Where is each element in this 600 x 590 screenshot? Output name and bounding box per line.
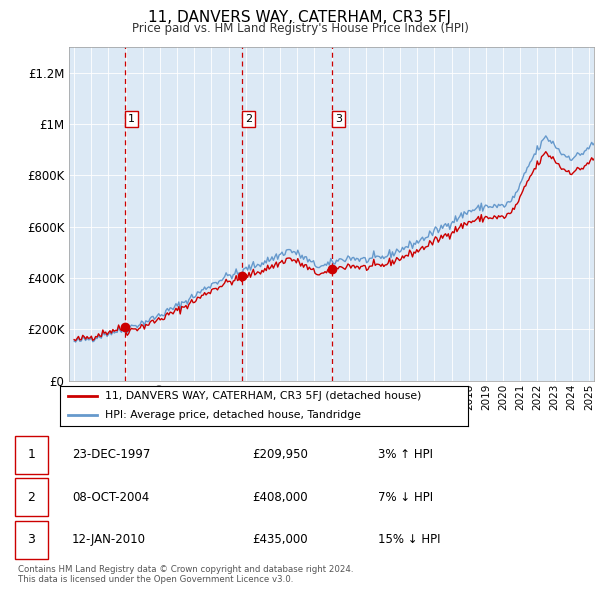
Text: 1: 1 — [28, 448, 35, 461]
Text: 7% ↓ HPI: 7% ↓ HPI — [378, 491, 433, 504]
Text: 3: 3 — [335, 114, 342, 124]
Text: 2: 2 — [245, 114, 252, 124]
Text: 3: 3 — [28, 533, 35, 546]
Text: 15% ↓ HPI: 15% ↓ HPI — [378, 533, 440, 546]
Text: 1: 1 — [128, 114, 135, 124]
Text: 3% ↑ HPI: 3% ↑ HPI — [378, 448, 433, 461]
Text: 08-OCT-2004: 08-OCT-2004 — [72, 491, 149, 504]
Text: 11, DANVERS WAY, CATERHAM, CR3 5FJ (detached house): 11, DANVERS WAY, CATERHAM, CR3 5FJ (deta… — [105, 391, 421, 401]
Text: Contains HM Land Registry data © Crown copyright and database right 2024.
This d: Contains HM Land Registry data © Crown c… — [18, 565, 353, 584]
Text: £435,000: £435,000 — [252, 533, 308, 546]
Text: 11, DANVERS WAY, CATERHAM, CR3 5FJ: 11, DANVERS WAY, CATERHAM, CR3 5FJ — [149, 10, 452, 25]
Text: £209,950: £209,950 — [252, 448, 308, 461]
Text: £408,000: £408,000 — [252, 491, 308, 504]
Text: Price paid vs. HM Land Registry's House Price Index (HPI): Price paid vs. HM Land Registry's House … — [131, 22, 469, 35]
Text: HPI: Average price, detached house, Tandridge: HPI: Average price, detached house, Tand… — [105, 409, 361, 419]
Text: 12-JAN-2010: 12-JAN-2010 — [72, 533, 146, 546]
Text: 2: 2 — [28, 491, 35, 504]
Text: 23-DEC-1997: 23-DEC-1997 — [72, 448, 151, 461]
